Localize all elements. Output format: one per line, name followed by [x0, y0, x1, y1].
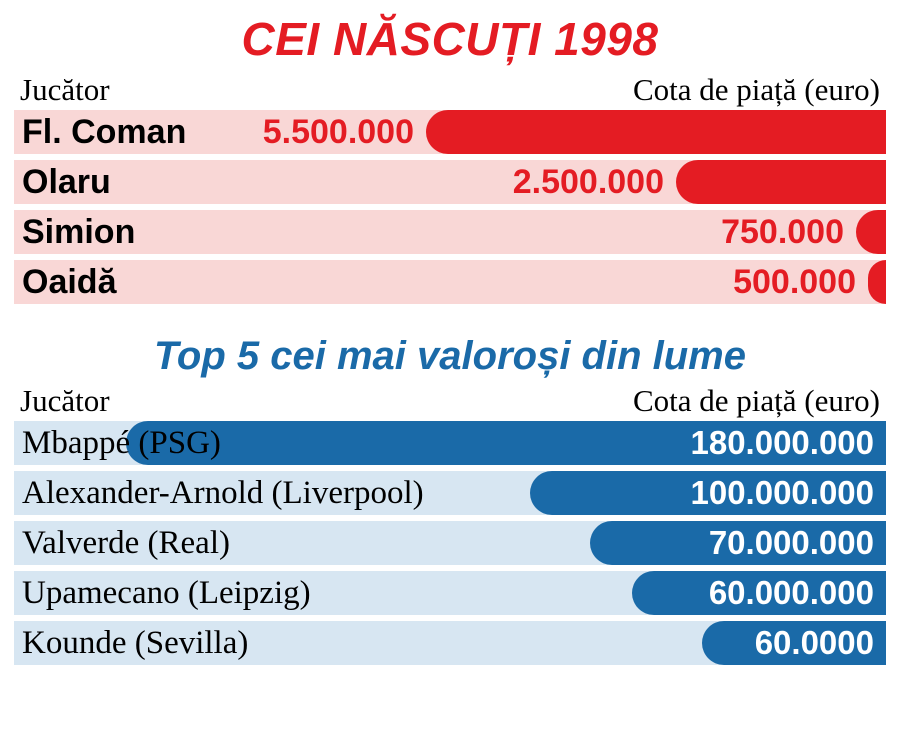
bottom-row-value: 60.0000 — [755, 621, 874, 665]
top-row: Fl. Coman 5.500.000 — [14, 110, 886, 154]
top-title: CEI NĂSCUȚI 1998 — [14, 12, 886, 66]
bottom-row: Mbappé (PSG) 180.000.000 — [14, 421, 886, 465]
bottom-chart: Mbappé (PSG) 180.000.000 Alexander-Arnol… — [14, 421, 886, 665]
top-header-row: Jucător Cota de piață (euro) — [14, 72, 886, 110]
bottom-row: Valverde (Real) 70.000.000 — [14, 521, 886, 565]
bottom-row: Kounde (Sevilla) 60.0000 — [14, 621, 886, 665]
top-row-value: 500.000 — [733, 260, 856, 304]
top-chart: Fl. Coman 5.500.000 Olaru 2.500.000 Simi… — [14, 110, 886, 304]
bottom-header-right: Cota de piață (euro) — [633, 383, 880, 419]
bottom-title: Top 5 cei mai valoroși din lume — [14, 334, 886, 379]
bottom-row-value: 180.000.000 — [690, 421, 874, 465]
bottom-header-left: Jucător — [20, 383, 110, 419]
bottom-row-value: 60.000.000 — [709, 571, 874, 615]
top-row: Simion 750.000 — [14, 210, 886, 254]
bottom-row-value: 70.000.000 — [709, 521, 874, 565]
top-row-value: 5.500.000 — [263, 110, 414, 154]
top-row-value: 750.000 — [721, 210, 844, 254]
bottom-row-value: 100.000.000 — [690, 471, 874, 515]
top-header-right: Cota de piață (euro) — [633, 72, 880, 108]
top-row-value: 2.500.000 — [513, 160, 664, 204]
bottom-row: Upamecano (Leipzig) 60.000.000 — [14, 571, 886, 615]
top-header-left: Jucător — [20, 72, 110, 108]
top-row: Oaidă 500.000 — [14, 260, 886, 304]
bottom-header-row: Jucător Cota de piață (euro) — [14, 383, 886, 421]
top-row: Olaru 2.500.000 — [14, 160, 886, 204]
top-row-label: Olaru — [14, 160, 886, 204]
top-row-label: Fl. Coman — [14, 110, 886, 154]
bottom-row: Alexander-Arnold (Liverpool) 100.000.000 — [14, 471, 886, 515]
